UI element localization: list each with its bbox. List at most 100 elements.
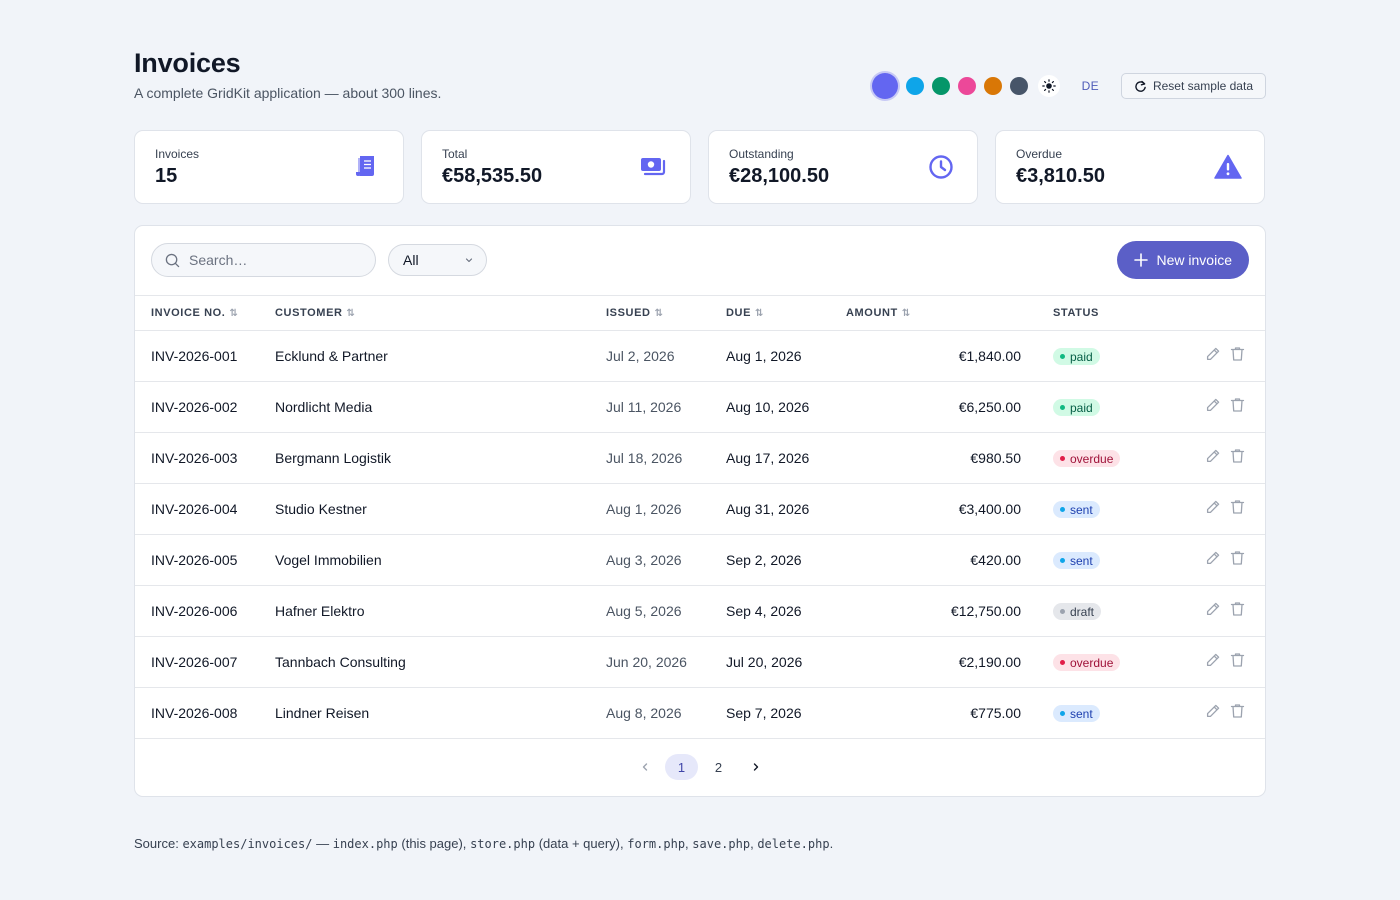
table-toolbar: All New invoice [135, 226, 1265, 296]
color-swatch-indigo[interactable] [871, 73, 898, 99]
source-file-delete: delete.php [757, 837, 830, 851]
status-dot [1060, 711, 1065, 716]
table-row[interactable]: INV-2026-006 Hafner Elektro Aug 5, 2026 Sep… [135, 585, 1265, 637]
theme-toggle-button[interactable] [1037, 75, 1060, 97]
table-row[interactable]: INV-2026-004 Studio Kestner Aug 1, 2026 Aug… [135, 483, 1265, 535]
receipt-icon [353, 153, 381, 181]
stat-value: 15 [155, 165, 178, 187]
edit-icon[interactable] [1205, 550, 1221, 566]
source-file-index-note: (this page), [401, 836, 467, 851]
issued-date: Aug 3, 2026 [606, 534, 726, 586]
table-row[interactable]: INV-2026-005 Vogel Immobilien Aug 3, 2026 S… [135, 534, 1265, 586]
column-header-issued[interactable]: Issued ⇅ [606, 296, 726, 331]
edit-icon[interactable] [1205, 448, 1221, 464]
clock-icon [927, 153, 955, 181]
status-cell: sent [1021, 687, 1151, 739]
column-header-invoice-no[interactable]: Invoice no. ⇅ [135, 296, 275, 331]
pagination-prev-button[interactable] [628, 754, 661, 780]
status-badge: overdue [1053, 450, 1121, 467]
status-badge: paid [1053, 348, 1100, 365]
color-swatch-sky[interactable] [905, 77, 924, 95]
stat-card-total: Total €58,535.50 [421, 130, 691, 204]
column-header-due[interactable]: Due ⇅ [726, 296, 846, 331]
search-input[interactable] [189, 252, 369, 268]
status-text: sent [1070, 706, 1093, 721]
customer-name: Hafner Elektro [275, 585, 606, 637]
invoice-number: INV-2026-008 [135, 687, 275, 739]
invoice-number: INV-2026-006 [135, 585, 275, 637]
trash-icon[interactable] [1230, 550, 1245, 566]
new-invoice-button[interactable]: New invoice [1116, 241, 1249, 279]
trash-icon[interactable] [1230, 703, 1245, 719]
edit-icon[interactable] [1205, 601, 1221, 617]
table-row[interactable]: INV-2026-007 Tannbach Consulting Jun 20, 2… [135, 636, 1265, 688]
source-file-form: form.php [627, 837, 686, 851]
row-actions [1151, 381, 1265, 433]
new-invoice-label: New invoice [1156, 252, 1232, 268]
status-cell: sent [1021, 483, 1151, 535]
pagination-page-2[interactable]: 2 [714, 759, 723, 775]
customer-name: Studio Kestner [275, 483, 606, 535]
sort-icon: ⇅ [654, 307, 663, 319]
trash-icon[interactable] [1230, 346, 1245, 362]
trash-icon[interactable] [1230, 448, 1245, 464]
row-actions [1151, 330, 1265, 382]
stat-card-overdue: Overdue €3,810.50 [995, 130, 1265, 204]
customer-name: Ecklund & Partner [275, 330, 606, 382]
status-text: paid [1070, 400, 1093, 415]
status-cell: paid [1021, 381, 1151, 433]
due-date: Aug 17, 2026 [726, 432, 846, 484]
issued-date: Jul 2, 2026 [606, 330, 726, 382]
trash-icon[interactable] [1230, 397, 1245, 413]
edit-icon[interactable] [1205, 652, 1221, 668]
edit-icon[interactable] [1205, 703, 1221, 719]
trash-icon[interactable] [1230, 601, 1245, 617]
source-separator: — [316, 836, 330, 851]
row-actions [1151, 432, 1265, 484]
table-row[interactable]: INV-2026-008 Lindner Reisen Aug 8, 2026 Sep… [135, 687, 1265, 739]
invoice-number: INV-2026-002 [135, 381, 275, 433]
issued-date: Aug 5, 2026 [606, 585, 726, 637]
status-cell: overdue [1021, 636, 1151, 688]
column-header-amount[interactable]: Amount ⇅ [846, 296, 1021, 331]
page-title: Invoices [134, 48, 241, 78]
status-text: sent [1070, 553, 1093, 568]
status-badge: sent [1053, 501, 1100, 518]
edit-icon[interactable] [1205, 499, 1221, 515]
edit-icon[interactable] [1205, 346, 1221, 362]
amount: €775.00 [846, 687, 1021, 739]
trash-icon[interactable] [1230, 652, 1245, 668]
status-dot [1060, 507, 1065, 512]
table-row[interactable]: INV-2026-003 Bergmann Logistik Jul 18, 202… [135, 432, 1265, 484]
status-filter-select[interactable]: All [388, 244, 487, 276]
color-swatch-pink[interactable] [957, 77, 976, 95]
status-cell: paid [1021, 330, 1151, 382]
color-swatch-emerald[interactable] [931, 77, 950, 95]
color-swatch-amber[interactable] [983, 77, 1002, 95]
column-header-customer[interactable]: Customer ⇅ [275, 296, 606, 331]
status-badge: sent [1053, 552, 1100, 569]
reset-sample-data-button[interactable]: Reset sample data [1120, 73, 1266, 99]
status-text: overdue [1070, 451, 1114, 466]
edit-icon[interactable] [1205, 397, 1221, 413]
table-row[interactable]: INV-2026-002 Nordlicht Media Jul 11, 2026 A… [135, 381, 1265, 433]
sort-icon: ⇅ [901, 307, 911, 319]
amount: €3,400.00 [846, 483, 1021, 535]
amount: €6,250.00 [846, 381, 1021, 433]
table-row[interactable]: INV-2026-001 Ecklund & Partner Jul 2, 2026… [135, 330, 1265, 382]
color-swatch-slate[interactable] [1009, 77, 1028, 95]
chevron-down-icon [465, 258, 473, 263]
row-actions [1151, 585, 1265, 637]
language-toggle[interactable]: DE [1081, 79, 1099, 93]
page-header: Invoices A complete GridKit application … [134, 0, 1266, 130]
invoice-panel: All New invoice Invoice no.⇅ Customer⇅ I… [134, 225, 1266, 797]
pagination-next-button[interactable] [739, 754, 772, 780]
pagination-page-1[interactable]: 1 [665, 754, 698, 780]
status-dot [1060, 609, 1065, 614]
trash-icon[interactable] [1230, 499, 1245, 515]
customer-name: Lindner Reisen [275, 687, 606, 739]
status-badge: paid [1053, 399, 1100, 416]
search-box[interactable] [151, 243, 376, 277]
due-date: Aug 10, 2026 [726, 381, 846, 433]
status-dot [1060, 456, 1065, 461]
